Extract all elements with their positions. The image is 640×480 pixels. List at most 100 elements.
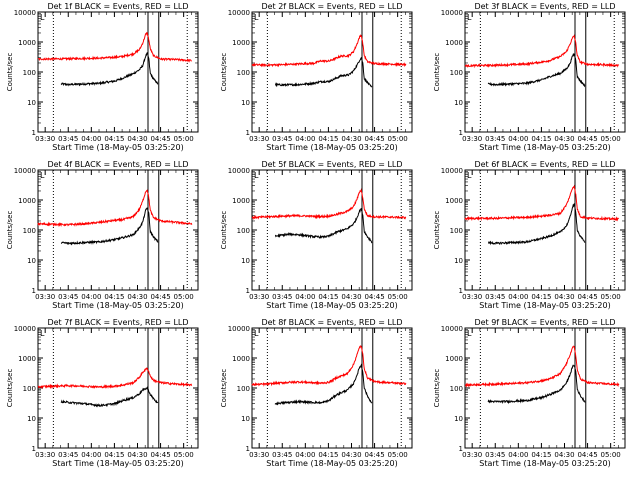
x-tick-label: 03:30 [35, 293, 55, 301]
series-lld-line [251, 344, 407, 387]
x-tick-label: 04:45 [150, 135, 170, 143]
y-tick-label: 1000 [232, 355, 250, 363]
y-tick-label: 1000 [445, 197, 463, 205]
x-tick-label: 04:00 [295, 451, 315, 459]
y-tick-label: 1000 [18, 197, 36, 205]
y-axis-label: Counts/sec [6, 369, 14, 408]
y-tick-label: 10000 [228, 167, 250, 175]
y-axis-label: Counts/sec [220, 369, 228, 408]
y-tick-label: 10000 [228, 9, 250, 17]
x-axis-label: Start Time (18-May-05 03:25:20) [52, 143, 183, 152]
x-tick-label: 04:30 [127, 451, 147, 459]
y-tick-label: 1000 [232, 39, 250, 47]
x-tick-label: 05:00 [388, 293, 408, 301]
x-tick-label: 04:00 [81, 293, 101, 301]
y-tick-label: 1 [459, 129, 463, 137]
x-tick-label: 04:45 [364, 293, 384, 301]
series-events-line [60, 52, 159, 87]
x-tick-label: 04:30 [341, 451, 361, 459]
plot-frame [464, 11, 626, 133]
x-tick-label: 04:15 [318, 293, 338, 301]
y-tick-label: 100 [450, 385, 463, 393]
y-tick-label: 10000 [14, 9, 36, 17]
y-tick-label: 1 [32, 129, 36, 137]
panel-title: Det 4f BLACK = Events, RED = LLD [47, 160, 188, 169]
x-axis-label: Start Time (18-May-05 03:25:20) [479, 301, 610, 310]
y-tick-label: 100 [450, 69, 463, 77]
panel-title: Det 7f BLACK = Events, RED = LLD [47, 318, 188, 327]
x-tick-label: 04:15 [104, 135, 124, 143]
x-tick-label: 03:45 [485, 451, 505, 459]
y-tick-label: 100 [23, 69, 36, 77]
series-events-line [60, 386, 159, 408]
x-tick-label: 03:30 [35, 135, 55, 143]
x-tick-label: 04:30 [341, 293, 361, 301]
x-tick-label: 04:15 [104, 293, 124, 301]
y-tick-label: 1 [459, 445, 463, 453]
series-events-line [275, 208, 373, 244]
series-events-line [274, 56, 373, 88]
series-lld-line [464, 345, 620, 388]
x-tick-label: 04:45 [364, 135, 384, 143]
y-tick-label: 10000 [441, 167, 463, 175]
y-axis-label: Counts/sec [220, 53, 228, 92]
y-tick-label: 10 [241, 257, 250, 265]
y-tick-label: 1000 [18, 39, 36, 47]
corner-label: L [254, 171, 259, 180]
panel-title: Det 3f BLACK = Events, RED = LLD [474, 2, 615, 11]
x-tick-label: 03:45 [485, 293, 505, 301]
x-tick-label: 04:00 [295, 135, 315, 143]
plot-frame [464, 327, 626, 449]
y-tick-label: 100 [23, 385, 36, 393]
y-tick-label: 10000 [441, 325, 463, 333]
y-axis-label: Counts/sec [433, 53, 441, 92]
corner-label: L [40, 171, 45, 180]
x-tick-label: 04:45 [150, 293, 170, 301]
x-axis-label: Start Time (18-May-05 03:25:20) [479, 143, 610, 152]
y-tick-label: 100 [237, 69, 250, 77]
y-tick-label: 10 [241, 99, 250, 107]
x-tick-label: 04:00 [81, 451, 101, 459]
x-tick-label: 03:30 [462, 135, 482, 143]
x-tick-label: 04:45 [577, 293, 597, 301]
x-tick-label: 03:45 [58, 135, 78, 143]
panel-title: Det 5f BLACK = Events, RED = LLD [261, 160, 402, 169]
x-axis-label: Start Time (18-May-05 03:25:20) [479, 459, 610, 468]
y-tick-label: 1 [246, 129, 250, 137]
y-tick-label: 10 [27, 415, 36, 423]
panel-title: Det 2f BLACK = Events, RED = LLD [261, 2, 402, 11]
panel-title: Det 8f BLACK = Events, RED = LLD [261, 318, 402, 327]
series-events-line [488, 203, 586, 246]
y-tick-label: 10000 [228, 325, 250, 333]
x-tick-label: 04:00 [508, 451, 528, 459]
x-axis-label: Start Time (18-May-05 03:25:20) [266, 459, 397, 468]
x-axis-label: Start Time (18-May-05 03:25:20) [266, 143, 397, 152]
x-tick-label: 05:00 [601, 135, 621, 143]
x-tick-label: 04:30 [127, 293, 147, 301]
x-tick-label: 04:15 [531, 293, 551, 301]
plot-frame [464, 169, 626, 291]
y-tick-label: 1 [32, 445, 36, 453]
corner-label: L [40, 329, 45, 338]
series-lld-line [251, 34, 407, 68]
x-tick-label: 05:00 [174, 451, 194, 459]
corner-label: L [254, 329, 259, 338]
panel-title: Det 1f BLACK = Events, RED = LLD [47, 2, 188, 11]
plot-frame [251, 11, 413, 133]
y-tick-label: 10 [27, 99, 36, 107]
y-tick-label: 10000 [14, 167, 36, 175]
plot-frame [37, 169, 199, 291]
x-tick-label: 03:45 [272, 293, 292, 301]
y-tick-label: 10000 [14, 325, 36, 333]
series-lld-line [37, 189, 193, 228]
y-tick-label: 1 [459, 287, 463, 295]
corner-label: L [467, 171, 472, 180]
plot-frame [251, 327, 413, 449]
y-tick-label: 1000 [232, 197, 250, 205]
